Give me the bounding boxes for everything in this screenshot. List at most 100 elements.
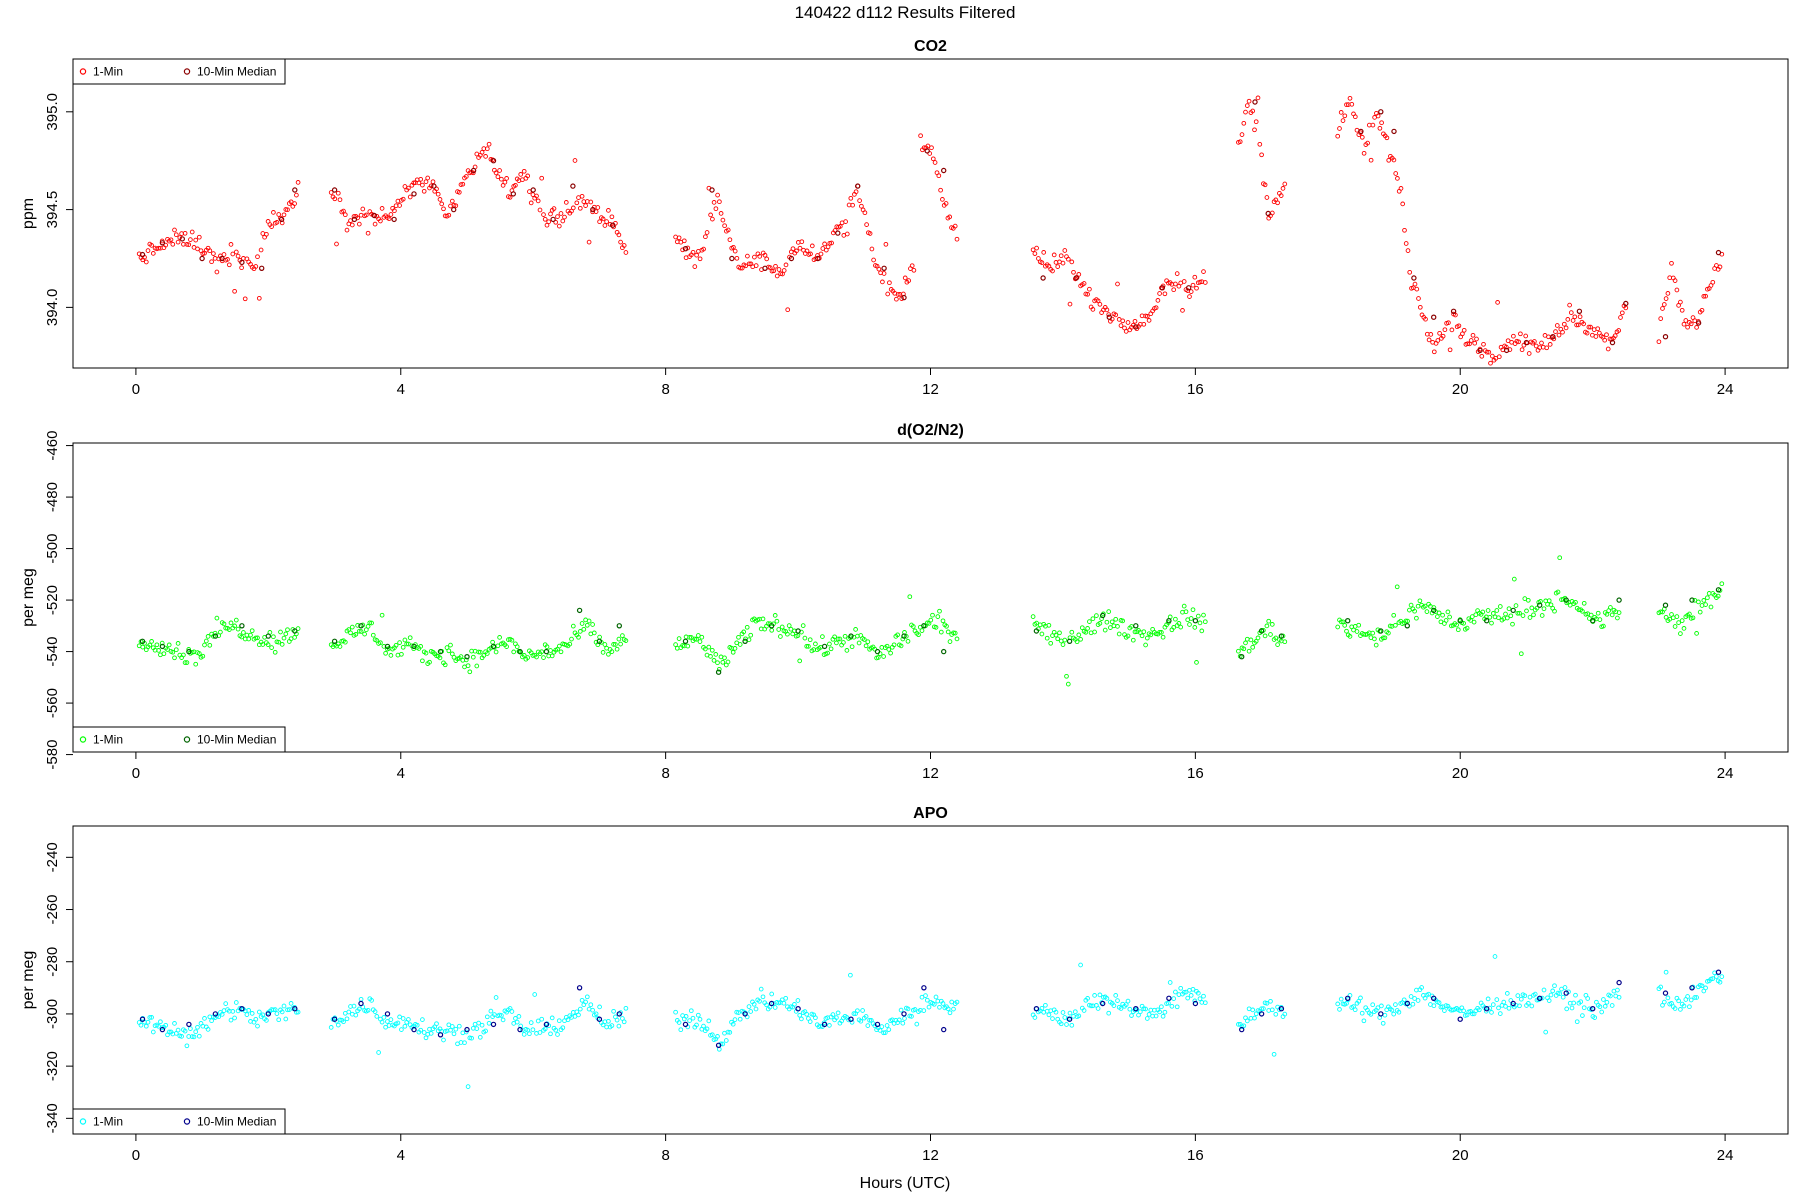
data-point-1-min [757, 998, 762, 1004]
data-point-10-min-median [1033, 1006, 1040, 1012]
data-point-1-min [931, 1001, 937, 1007]
data-point-1-min [1461, 327, 1467, 333]
data-point-1-min [388, 1017, 394, 1022]
data-point-1-min [1403, 618, 1409, 624]
data-point-1-min [556, 1018, 562, 1024]
data-point-1-min [453, 1026, 459, 1032]
data-point-1-min [813, 641, 818, 647]
data-point-1-min [1178, 985, 1184, 991]
legend-label: 10-Min Median [197, 65, 276, 79]
data-point-1-min [1115, 281, 1120, 287]
data-point-1-min [385, 1019, 390, 1024]
data-point-1-min [159, 640, 165, 646]
data-point-1-min [1282, 1011, 1288, 1017]
data-point-1-min [1550, 988, 1556, 994]
data-point-1-min [283, 631, 289, 637]
data-point-10-min-median [464, 654, 470, 660]
data-point-1-min [706, 644, 712, 650]
data-point-1-min [807, 637, 813, 643]
data-point-1-min [1604, 611, 1610, 617]
data-point-1-min [1539, 995, 1545, 1001]
data-point-1-min [1503, 344, 1509, 350]
data-point-1-min [1416, 296, 1421, 301]
data-point-10-min-median [1477, 347, 1483, 354]
legend-label: 10-Min Median [197, 733, 276, 747]
data-point-1-min [753, 263, 759, 268]
data-point-1-min [926, 1004, 932, 1010]
data-point-1-min [1379, 1003, 1384, 1009]
data-point-1-min [182, 660, 188, 665]
data-point-1-min [462, 1040, 467, 1046]
data-point-1-min [713, 206, 719, 212]
data-point-1-min [879, 1024, 885, 1029]
data-point-1-min [209, 1018, 214, 1024]
y-tick-label: 394.5 [44, 191, 61, 229]
data-point-1-min [807, 1019, 813, 1024]
data-point-1-min [1683, 318, 1689, 323]
data-point-1-min [849, 644, 855, 650]
data-point-1-min [867, 231, 873, 236]
data-point-1-min [1585, 996, 1591, 1001]
data-point-1-min [1447, 614, 1452, 620]
data-point-1-min [1340, 619, 1346, 625]
data-point-1-min [857, 198, 862, 203]
data-point-1-min [1681, 626, 1687, 631]
data-point-1-min [1380, 1020, 1386, 1026]
data-point-1-min [1701, 293, 1707, 299]
data-point-1-min [886, 1027, 892, 1032]
data-point-10-min-median [292, 1006, 298, 1012]
data-point-1-min [621, 243, 627, 248]
data-point-1-min [888, 650, 893, 656]
data-point-1-min [1571, 1000, 1577, 1006]
data-point-1-min [1604, 999, 1610, 1005]
data-point-1-min [1342, 113, 1348, 119]
data-point-1-min [191, 1034, 197, 1040]
data-point-1-min [542, 216, 548, 222]
data-point-10-min-median [848, 633, 854, 639]
data-point-1-min [853, 189, 859, 195]
data-point-1-min [614, 1017, 620, 1023]
series-1-min [136, 954, 1725, 1089]
data-point-1-min [1060, 1010, 1066, 1015]
data-point-1-min [279, 1009, 285, 1015]
data-point-1-min [1405, 248, 1411, 253]
data-point-1-min [539, 175, 545, 181]
data-point-1-min [921, 1008, 927, 1013]
data-point-1-min [1479, 353, 1485, 359]
data-point-1-min [1578, 999, 1584, 1005]
data-point-10-min-median [550, 216, 556, 223]
data-point-10-min-median [384, 1011, 391, 1017]
data-point-1-min [1118, 1006, 1124, 1011]
data-point-1-min [486, 141, 492, 147]
data-point-1-min [406, 1017, 411, 1022]
data-point-1-min [783, 262, 789, 268]
data-point-1-min [1531, 612, 1536, 618]
data-point-1-min [1423, 316, 1428, 322]
y-axis-label: per meg [20, 568, 37, 627]
data-point-1-min [484, 146, 490, 152]
data-point-1-min [1141, 321, 1147, 327]
data-point-1-min [1560, 994, 1566, 1000]
data-point-1-min [196, 234, 202, 240]
data-point-1-min [1246, 98, 1252, 104]
data-point-10-min-median [729, 255, 735, 262]
data-point-10-min-median [921, 985, 927, 991]
data-point-1-min [1574, 322, 1579, 328]
data-point-1-min [848, 972, 853, 978]
data-point-1-min [530, 1027, 536, 1033]
legend-box [72, 58, 286, 85]
data-point-1-min [288, 199, 294, 205]
data-point-1-min [875, 655, 881, 660]
data-point-1-min [715, 1034, 720, 1039]
data-point-1-min [1561, 321, 1567, 327]
data-point-1-min [1057, 630, 1062, 636]
data-point-10-min-median [1430, 314, 1437, 320]
data-point-10-min-median [1430, 995, 1437, 1002]
data-point-1-min [283, 207, 289, 212]
data-point-1-min [172, 1021, 177, 1026]
data-point-1-min [500, 1017, 506, 1023]
data-point-1-min [1581, 1005, 1587, 1011]
data-point-1-min [1243, 640, 1248, 646]
data-point-1-min [1690, 984, 1696, 990]
data-point-1-min [881, 1030, 886, 1036]
